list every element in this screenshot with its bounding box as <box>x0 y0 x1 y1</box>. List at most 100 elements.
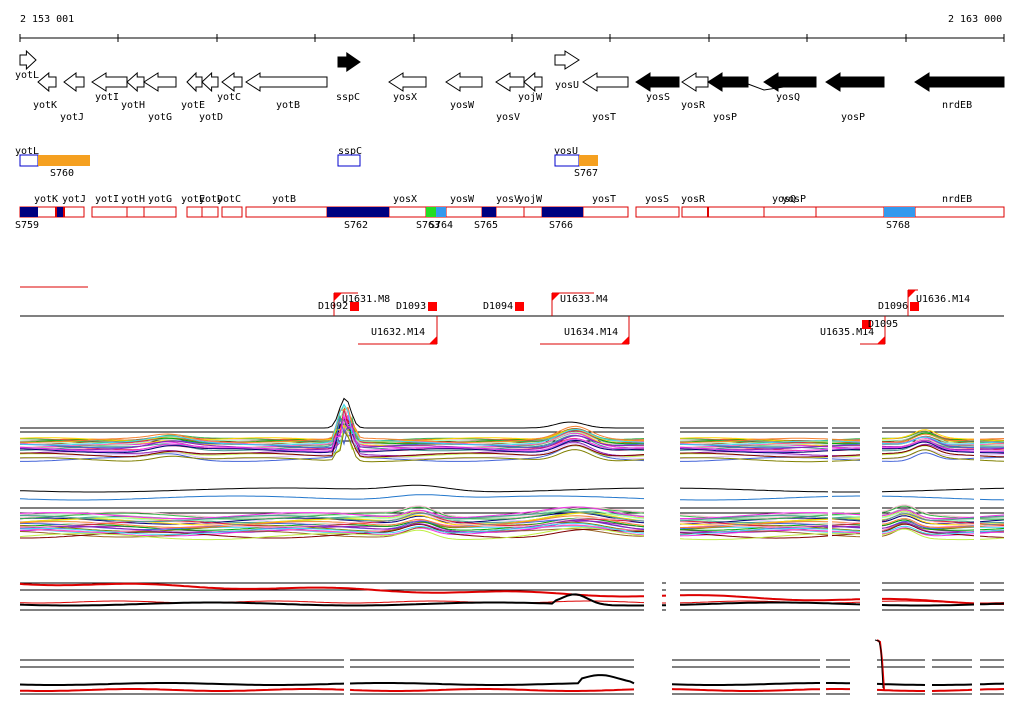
gene-arrow-yotI[interactable] <box>91 72 128 92</box>
gene-label-yotG[interactable]: yotG <box>148 112 172 123</box>
gene-label-yotH[interactable]: yotH <box>121 100 145 111</box>
downshift-box-D1092[interactable] <box>350 302 359 311</box>
upshift-label-U1636.M14[interactable]: U1636.M14 <box>916 294 970 305</box>
seg2-gene-label-yosR[interactable]: yosR <box>681 194 706 205</box>
gene-label-yotE[interactable]: yotE <box>181 100 205 111</box>
segment-S764[interactable] <box>436 207 446 217</box>
panel1-profile-line <box>881 449 975 461</box>
seg2-gene-label-yojW[interactable]: yojW <box>518 194 543 205</box>
downshift-marker-U1634.M14[interactable] <box>621 336 629 344</box>
gene-label-yosV[interactable]: yosV <box>496 112 520 123</box>
gene-arrow-yosS[interactable] <box>635 72 680 92</box>
seg2-gene-label-yosP[interactable]: yosP <box>782 194 806 205</box>
segment-S766[interactable] <box>542 207 583 217</box>
gene-arrow-yotH[interactable] <box>126 71 145 93</box>
seg2-gene-label-yotJ[interactable]: yotJ <box>62 194 86 205</box>
gene-arrow-yosU[interactable] <box>554 50 580 70</box>
gene-label-yotD[interactable]: yotD <box>199 112 223 123</box>
gene-arrow-yosP[interactable] <box>825 72 885 92</box>
seg2-gene-label-yotG[interactable]: yotG <box>148 194 172 205</box>
seg2-gene-label-yotB[interactable]: yotB <box>272 194 296 205</box>
upshift-marker-U1631.M8[interactable] <box>334 293 342 301</box>
gene-arrow-yosX[interactable] <box>388 72 427 92</box>
gene-label-yotC[interactable]: yotC <box>217 92 241 103</box>
gene-arrow-yotD[interactable] <box>201 71 219 93</box>
gene-label-yosW[interactable]: yosW <box>450 100 475 111</box>
downshift-box-D1094[interactable] <box>515 302 524 311</box>
seg2-gene-label-yotE[interactable]: yotE <box>181 194 205 205</box>
gene-label-yosX[interactable]: yosX <box>393 92 417 103</box>
gene-arrow-yotL[interactable] <box>19 49 37 71</box>
gene-arrow-nrdEB[interactable] <box>914 72 1005 92</box>
seg2-gene-label-nrdEB[interactable]: nrdEB <box>942 194 972 205</box>
gene-label-yosP[interactable]: yosP <box>841 112 865 123</box>
upshift-label-U1633.M4[interactable]: U1633.M4 <box>560 294 608 305</box>
gene-label-yotL[interactable]: yotL <box>15 70 39 81</box>
gene-label-yosP[interactable]: yosP <box>713 112 737 123</box>
upshift-label-U1631.M8[interactable]: U1631.M8 <box>342 294 390 305</box>
gene-label-yosT[interactable]: yosT <box>592 112 616 123</box>
gene-arrow-yosR[interactable] <box>681 72 709 92</box>
downshift-label-U1635.M14[interactable]: U1635.M14 <box>820 327 874 338</box>
gene-label-yosR[interactable]: yosR <box>681 100 706 111</box>
seg2-gene-label-yotH[interactable]: yotH <box>121 194 145 205</box>
gene-label-nrdEB[interactable]: nrdEB <box>942 100 972 111</box>
gene-label-yotK[interactable]: yotK <box>33 100 57 111</box>
seg2-gene-label-yotC[interactable]: yotC <box>217 194 241 205</box>
upshift-marker-U1636.M14[interactable] <box>908 290 916 298</box>
gene-arrow-yotE[interactable] <box>186 71 203 93</box>
gene-arrow-yosV[interactable] <box>495 72 525 92</box>
seg2-gene-label-yosW[interactable]: yosW <box>450 194 475 205</box>
segment-unlabeled[interactable] <box>56 207 64 217</box>
downshift-box-label-D1093[interactable]: D1093 <box>396 301 426 312</box>
downshift-marker-U1635.M14[interactable] <box>877 336 885 344</box>
segment-S768[interactable] <box>884 207 915 217</box>
gene-arrow-yotC[interactable] <box>221 72 243 92</box>
gene-arrow-yotG[interactable] <box>143 72 177 92</box>
downshift-label-U1634.M14[interactable]: U1634.M14 <box>564 327 618 338</box>
gene-label-yotJ[interactable]: yotJ <box>60 112 84 123</box>
gene-label-yotI[interactable]: yotI <box>95 92 119 103</box>
gene-arrow-sspC[interactable] <box>337 52 361 72</box>
downshift-box-D1096[interactable] <box>910 302 919 311</box>
segment-S767[interactable] <box>579 155 598 166</box>
gene-label-yosU[interactable]: yosU <box>555 80 579 91</box>
gene-arrow-yotJ[interactable] <box>63 72 85 92</box>
seg2-gene-label-yosT[interactable]: yosT <box>592 194 616 205</box>
seg2-gene-label-yosX[interactable]: yosX <box>393 194 417 205</box>
downshift-box-D1095[interactable] <box>862 320 871 329</box>
upshift-marker-U1633.M4[interactable] <box>552 293 560 301</box>
seg2-gene-label-yosS[interactable]: yosS <box>645 194 669 205</box>
downshift-label-U1632.M14[interactable]: U1632.M14 <box>371 327 425 338</box>
segment-S762[interactable] <box>327 207 389 217</box>
seg1-label-sspC[interactable]: sspC <box>338 146 362 157</box>
downshift-box-D1093[interactable] <box>428 302 437 311</box>
segment-S763[interactable] <box>426 207 436 217</box>
gene-arrow-yosP[interactable] <box>707 72 749 92</box>
gene-label-yotB[interactable]: yotB <box>276 100 300 111</box>
gene-arrow-yosW[interactable] <box>445 72 483 92</box>
seg2-gene-label-yotK[interactable]: yotK <box>34 194 58 205</box>
seg2-gene-label-yosQ[interactable]: yosQ <box>772 194 796 205</box>
gene-label-sspC[interactable]: sspC <box>336 92 360 103</box>
gene-label-yosQ[interactable]: yosQ <box>776 92 800 103</box>
gene-label-yojW[interactable]: yojW <box>518 92 543 103</box>
segment-S760[interactable] <box>38 155 90 166</box>
gene-label-yosS[interactable]: yosS <box>646 92 670 103</box>
seg2-gene-label-yotI[interactable]: yotI <box>95 194 119 205</box>
segment-S765[interactable] <box>482 207 496 217</box>
seg2-gene-label-yosV[interactable]: yosV <box>496 194 520 205</box>
downshift-box-label-D1095[interactable]: D1095 <box>868 319 898 330</box>
gene-arrow-yotK[interactable] <box>37 71 57 93</box>
seg1-label-yosU[interactable]: yosU <box>554 146 578 157</box>
seg1-label-yotL[interactable]: yotL <box>15 146 39 157</box>
gene-arrow-yojW[interactable] <box>523 71 543 93</box>
downshift-marker-U1632.M14[interactable] <box>429 336 437 344</box>
seg2-gene-label-yotD[interactable]: yotD <box>199 194 223 205</box>
gene-arrow-yotB[interactable] <box>245 72 328 92</box>
downshift-box-label-D1096[interactable]: D1096 <box>878 301 908 312</box>
downshift-box-label-D1094[interactable]: D1094 <box>483 301 513 312</box>
gene-arrow-yosT[interactable] <box>582 72 629 92</box>
segment-S759[interactable] <box>20 207 38 217</box>
downshift-box-label-D1092[interactable]: D1092 <box>318 301 348 312</box>
